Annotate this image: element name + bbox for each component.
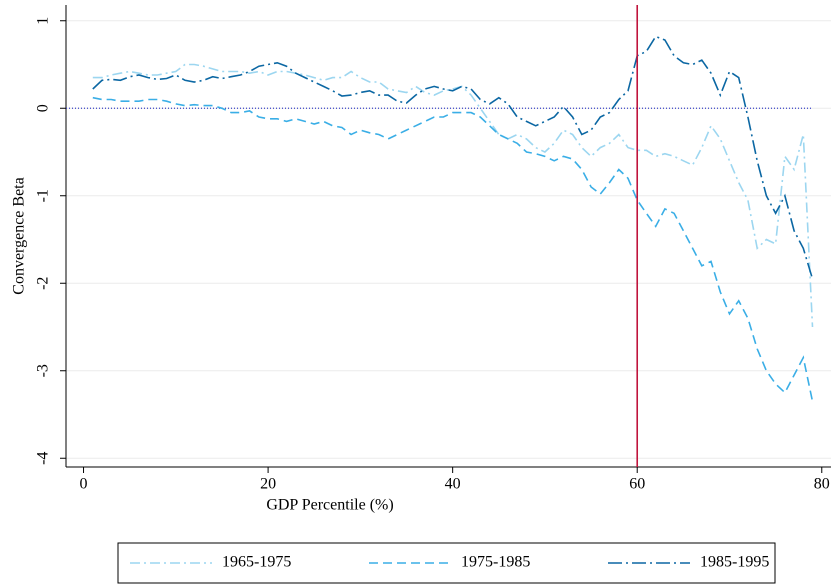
series-line [92, 96, 814, 402]
legend-label: 1975-1985 [461, 554, 530, 571]
y-axis-label: Convergence Beta [11, 177, 28, 294]
y-tick-label: 1 [35, 17, 52, 25]
x-tick-label: 0 [80, 476, 88, 493]
series-line [92, 35, 814, 280]
x-tick-label: 40 [445, 476, 461, 493]
series-line [92, 63, 814, 328]
y-tick-label: -3 [35, 364, 52, 377]
y-tick-label: -1 [35, 189, 52, 202]
y-tick-label: -2 [35, 277, 52, 290]
y-tick-label: -4 [35, 452, 52, 465]
x-axis-label: GDP Percentile (%) [266, 497, 393, 514]
legend-label: 1965-1975 [222, 554, 291, 571]
x-tick-label: 60 [629, 476, 645, 493]
y-tick-label: 0 [35, 104, 52, 112]
x-tick-label: 80 [814, 476, 830, 493]
x-tick-label: 20 [260, 476, 276, 493]
legend-label: 1985-1995 [700, 554, 769, 571]
